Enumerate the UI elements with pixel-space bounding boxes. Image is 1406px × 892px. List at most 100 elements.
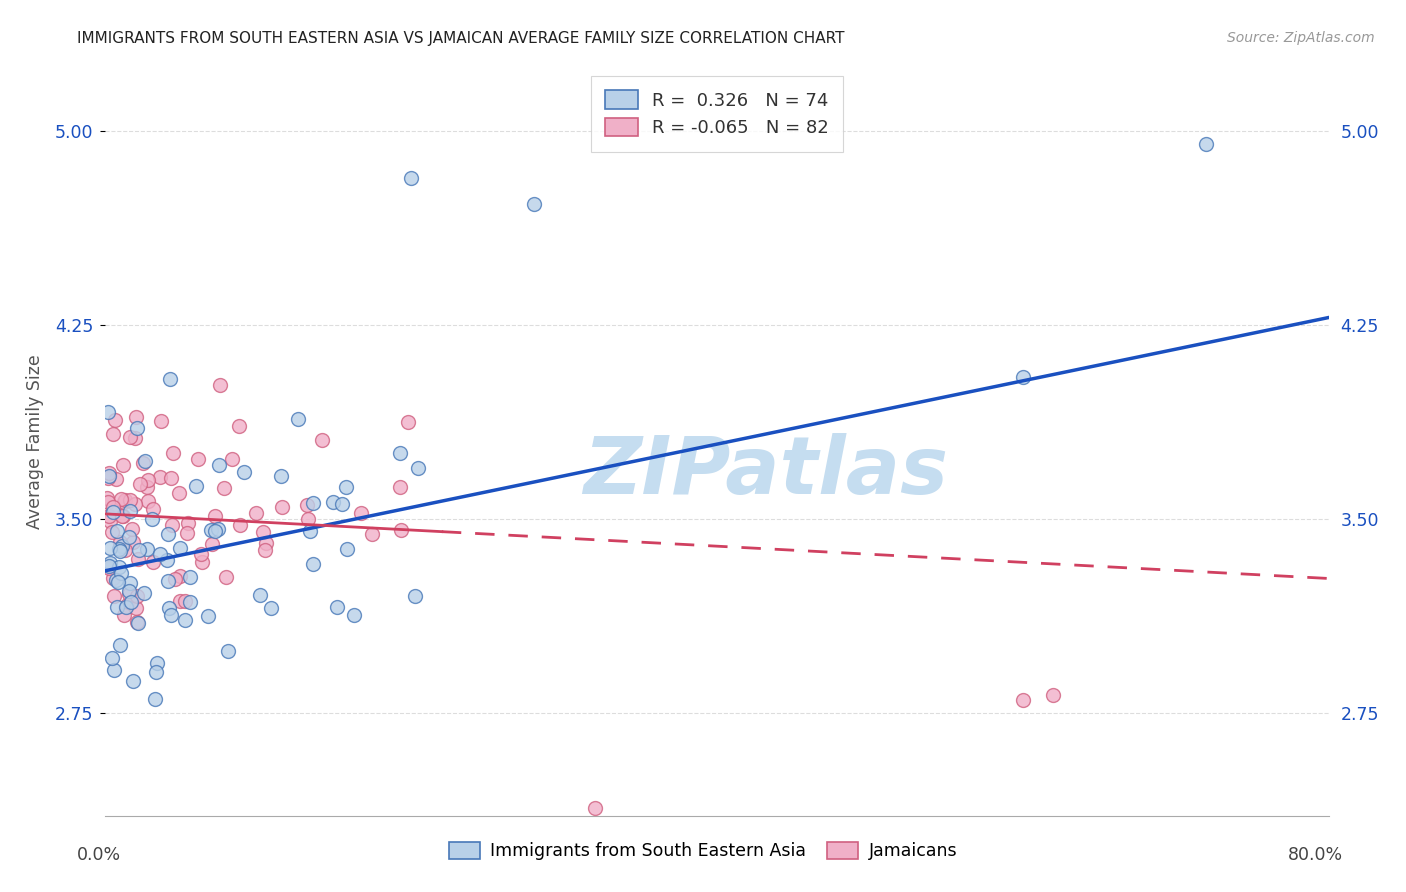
Point <box>1042 688 1064 702</box>
Point <box>104 574 127 588</box>
Point <box>121 674 143 689</box>
Point <box>142 555 165 569</box>
Point <box>101 505 124 519</box>
Point <box>120 595 142 609</box>
Point <box>104 472 127 486</box>
Point <box>145 656 167 670</box>
Point <box>200 523 222 537</box>
Point <box>110 544 132 558</box>
Point <box>406 461 429 475</box>
Point <box>157 574 180 588</box>
Point <box>108 534 131 549</box>
Point <box>326 600 349 615</box>
Point <box>134 586 156 600</box>
Point <box>169 594 191 608</box>
Point <box>97 468 120 483</box>
Point <box>204 524 226 539</box>
Point <box>110 566 132 580</box>
Point <box>125 590 148 604</box>
Point <box>132 456 155 470</box>
Point <box>297 511 319 525</box>
Point <box>112 495 135 509</box>
Point <box>98 561 121 575</box>
Point <box>97 508 120 523</box>
Point <box>156 553 179 567</box>
Point <box>98 514 121 528</box>
Point <box>215 570 238 584</box>
Point <box>162 446 184 460</box>
Point <box>217 644 239 658</box>
Point <box>111 458 134 473</box>
Point <box>97 471 120 485</box>
Point <box>245 507 267 521</box>
Point <box>118 583 141 598</box>
Point <box>136 480 159 494</box>
Point <box>114 543 136 558</box>
Point <box>208 377 231 392</box>
Point <box>169 569 191 583</box>
Point <box>143 692 166 706</box>
Point <box>252 525 274 540</box>
Point <box>1195 137 1218 152</box>
Point <box>177 516 200 530</box>
Point <box>96 491 118 505</box>
Point <box>159 372 181 386</box>
Legend: R =  0.326   N = 74, R = -0.065   N = 82: R = 0.326 N = 74, R = -0.065 N = 82 <box>591 76 844 152</box>
Point <box>335 480 357 494</box>
Point <box>174 594 197 608</box>
Point <box>136 473 159 487</box>
Point <box>97 405 120 419</box>
Point <box>389 523 412 537</box>
Point <box>583 801 606 815</box>
Text: ZIPatlas: ZIPatlas <box>583 433 949 510</box>
Point <box>157 527 180 541</box>
Point <box>105 524 128 538</box>
Point <box>287 411 309 425</box>
Point <box>97 495 120 509</box>
Point <box>208 458 231 472</box>
Point <box>98 541 121 555</box>
Point <box>112 508 135 523</box>
Point <box>159 608 181 623</box>
Point <box>360 527 382 541</box>
Point <box>190 547 212 561</box>
Point <box>342 607 364 622</box>
Point <box>108 560 131 574</box>
Point <box>115 600 138 615</box>
Point <box>221 452 243 467</box>
Point <box>179 570 201 584</box>
Point <box>111 509 134 524</box>
Point <box>398 415 420 429</box>
Point <box>197 609 219 624</box>
Point <box>169 541 191 555</box>
Point <box>270 500 292 515</box>
Text: 0.0%: 0.0% <box>77 846 121 863</box>
Point <box>149 414 172 428</box>
Point <box>120 504 142 518</box>
Point <box>184 479 207 493</box>
Point <box>232 465 254 479</box>
Text: 80.0%: 80.0% <box>1288 846 1343 863</box>
Point <box>523 197 546 211</box>
Point <box>145 665 167 680</box>
Point <box>114 493 136 508</box>
Point <box>129 477 152 491</box>
Point <box>259 601 281 615</box>
Point <box>311 433 333 447</box>
Point <box>201 537 224 551</box>
Point <box>136 542 159 557</box>
Point <box>399 171 422 186</box>
Point <box>160 517 183 532</box>
Point <box>228 419 250 434</box>
Point <box>101 426 124 441</box>
Point <box>111 539 134 553</box>
Point <box>207 522 229 536</box>
Point <box>179 595 201 609</box>
Point <box>330 497 353 511</box>
Point <box>389 446 412 460</box>
Point <box>404 589 426 603</box>
Point <box>127 552 149 566</box>
Point <box>191 555 214 569</box>
Point <box>141 511 163 525</box>
Point <box>173 613 195 627</box>
